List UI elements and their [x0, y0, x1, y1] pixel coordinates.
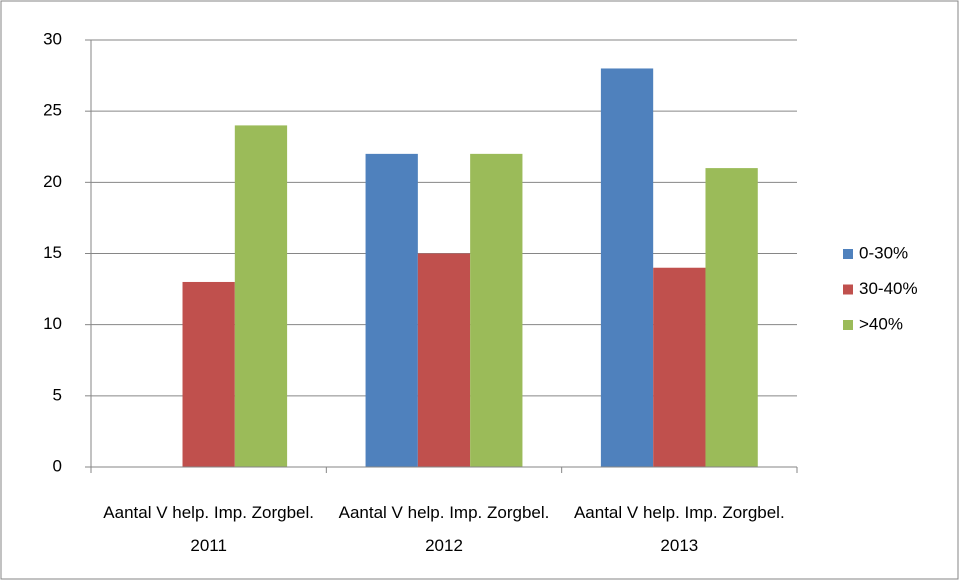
bar: [470, 153, 523, 467]
y-tick-label: 15: [43, 243, 62, 262]
x-tick-label: Aantal V help. Imp. Zorgbel. 2011: [103, 503, 315, 555]
legend-swatch: [843, 284, 853, 295]
y-tick-label: 20: [43, 172, 62, 191]
y-tick-label: 25: [43, 101, 62, 120]
bar: [600, 68, 654, 467]
x-tick-label: Aantal V help. Imp. Zorgbel. 2013: [573, 503, 785, 555]
bar: [705, 168, 758, 467]
bar: [653, 267, 706, 467]
y-tick-label: 10: [43, 314, 62, 333]
legend-label: 30-40%: [859, 279, 918, 298]
y-tick-label: 0: [53, 456, 62, 475]
legend-swatch: [843, 249, 853, 259]
bar: [365, 153, 418, 467]
legend-label: 0-30%: [859, 243, 908, 262]
bar: [182, 281, 235, 467]
legend-label: >40%: [859, 314, 903, 333]
x-tick-label: Aantal V help. Imp. Zorgbel. 2012: [338, 503, 550, 555]
y-tick-label: 30: [43, 29, 62, 48]
y-tick-label: 5: [53, 385, 62, 404]
legend-swatch: [843, 320, 853, 330]
bar: [417, 253, 471, 467]
bar: [234, 125, 288, 468]
